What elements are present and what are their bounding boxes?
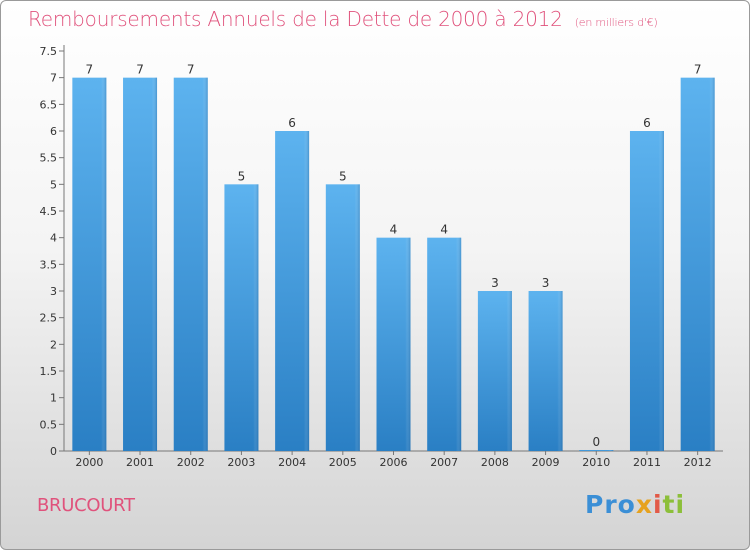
data-label: 6 bbox=[288, 116, 296, 130]
proxiti-logo[interactable]: Proxiti bbox=[585, 490, 685, 519]
data-label: 4 bbox=[390, 223, 398, 237]
chart-subtitle: (en milliers d'€) bbox=[574, 16, 658, 29]
x-tick-label: 2006 bbox=[380, 456, 408, 469]
y-tick-label: 3 bbox=[50, 285, 57, 298]
x-tick-label: 2010 bbox=[582, 456, 610, 469]
data-label: 0 bbox=[592, 435, 600, 449]
data-label: 5 bbox=[339, 169, 347, 183]
y-tick-label: 1.5 bbox=[40, 365, 58, 378]
x-tick-label: 2003 bbox=[227, 456, 255, 469]
bar-shading bbox=[325, 184, 360, 452]
y-tick-label: 5 bbox=[50, 178, 57, 191]
chart-title: Remboursements Annuels de la Dette de 20… bbox=[28, 7, 658, 31]
bar-shading bbox=[629, 131, 664, 451]
x-tick-label: 2007 bbox=[430, 456, 458, 469]
x-tick-label: 2012 bbox=[684, 456, 712, 469]
y-tick-label: 7.5 bbox=[40, 45, 58, 58]
bar-shading bbox=[680, 77, 715, 452]
y-tick-label: 3.5 bbox=[40, 258, 58, 271]
y-tick-label: 2 bbox=[50, 338, 57, 351]
x-tick-label: 2000 bbox=[75, 456, 103, 469]
x-tick-label: 2004 bbox=[278, 456, 306, 469]
y-tick-label: 5.5 bbox=[40, 152, 58, 165]
bar-shading bbox=[579, 450, 614, 451]
logo-part-3: i bbox=[652, 490, 663, 519]
x-tick-label: 2011 bbox=[633, 456, 661, 469]
chart-title-text: Remboursements Annuels de la Dette de 20… bbox=[28, 7, 563, 31]
data-label: 6 bbox=[643, 116, 651, 130]
y-tick-label: 6 bbox=[50, 125, 57, 138]
x-tick-label: 2008 bbox=[481, 456, 509, 469]
bar-shading bbox=[72, 77, 107, 452]
bar-shading bbox=[224, 184, 259, 452]
data-label: 3 bbox=[542, 276, 550, 290]
y-tick-label: 2.5 bbox=[40, 312, 58, 325]
y-tick-label: 4 bbox=[50, 232, 57, 245]
x-tick-label: 2005 bbox=[329, 456, 357, 469]
y-tick-label: 0 bbox=[50, 445, 57, 458]
y-tick-label: 0.5 bbox=[40, 418, 58, 431]
x-tick-label: 2002 bbox=[177, 456, 205, 469]
y-tick-label: 6.5 bbox=[40, 98, 58, 111]
bar-shading bbox=[123, 77, 158, 452]
bar-shading bbox=[477, 291, 512, 451]
data-label: 3 bbox=[491, 276, 499, 290]
data-label: 4 bbox=[440, 223, 448, 237]
data-label: 7 bbox=[86, 63, 94, 77]
x-tick-label: 2009 bbox=[532, 456, 560, 469]
data-label: 7 bbox=[187, 63, 195, 77]
data-label: 7 bbox=[694, 63, 702, 77]
place-name: BRUCOURT bbox=[37, 495, 135, 516]
x-tick-label: 2001 bbox=[126, 456, 154, 469]
logo-part-4: ti bbox=[662, 490, 686, 519]
logo-part-2: x bbox=[635, 490, 653, 519]
y-tick-label: 7 bbox=[50, 72, 57, 85]
bar-shading bbox=[376, 237, 411, 451]
bar-shading bbox=[275, 131, 310, 451]
data-label: 7 bbox=[136, 63, 144, 77]
bar-shading bbox=[528, 291, 563, 451]
y-tick-label: 4.5 bbox=[40, 205, 58, 218]
data-label: 5 bbox=[238, 169, 246, 183]
bar-shading bbox=[427, 237, 462, 451]
bar-shading bbox=[173, 77, 208, 452]
y-tick-label: 1 bbox=[50, 392, 57, 405]
logo-part-1: Pro bbox=[585, 490, 636, 519]
